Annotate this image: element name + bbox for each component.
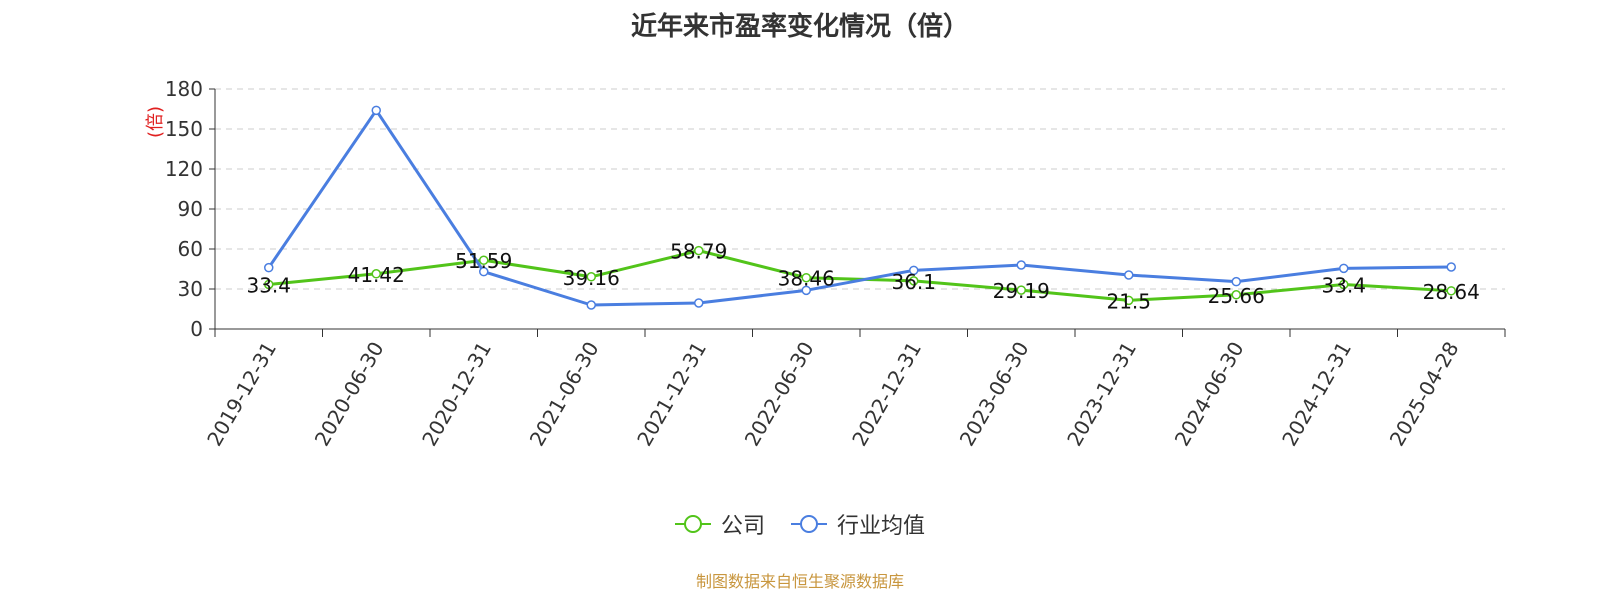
data-label: 51.59 bbox=[455, 249, 512, 273]
data-label: 21.5 bbox=[1106, 289, 1151, 313]
x-tick-label: 2025-04-28 bbox=[1385, 338, 1464, 451]
y-tick-label: 90 bbox=[178, 197, 203, 221]
data-point-1[interactable] bbox=[1231, 276, 1241, 287]
grid-lines bbox=[215, 88, 1505, 290]
legend-symbol-industry bbox=[791, 515, 827, 533]
y-tick-label: 150 bbox=[165, 117, 203, 141]
x-tick-label: 2022-06-30 bbox=[740, 338, 819, 451]
series-line-0 bbox=[268, 249, 1452, 302]
data-label: 28.64 bbox=[1423, 280, 1480, 304]
data-point-0[interactable] bbox=[1016, 285, 1026, 295]
data-point-0[interactable] bbox=[1339, 279, 1349, 290]
data-point-1[interactable] bbox=[264, 262, 274, 273]
data-label: 39.16 bbox=[563, 266, 620, 290]
y-axis-label: (倍) bbox=[145, 106, 166, 138]
data-point-0[interactable] bbox=[801, 272, 811, 283]
data-labels: 33.4 41.42 51.59 39.16 58.79 38.46 36.1 29.19 21… bbox=[246, 240, 1479, 314]
x-tick-label: 2024-12-31 bbox=[1277, 338, 1356, 451]
data-point-0[interactable] bbox=[371, 269, 381, 279]
series-lines bbox=[264, 105, 1456, 310]
data-point-1[interactable] bbox=[1339, 263, 1349, 274]
x-tick-label: 2022-12-31 bbox=[847, 338, 926, 451]
data-point-0[interactable] bbox=[694, 245, 704, 256]
series-line-1 bbox=[267, 108, 1452, 307]
data-label: 41.42 bbox=[348, 263, 405, 287]
chart-title: 近年来市盈率变化情况（倍） bbox=[630, 12, 969, 42]
legend-item-company[interactable]: 公司 bbox=[674, 508, 765, 540]
data-label: 33.4 bbox=[1321, 273, 1366, 297]
x-tick-label: 2021-06-30 bbox=[525, 338, 604, 451]
x-tick-label: 2020-06-30 bbox=[310, 338, 389, 451]
y-tick-label: 0 bbox=[190, 317, 203, 341]
data-point-1[interactable] bbox=[1446, 262, 1456, 272]
data-point-0[interactable] bbox=[1446, 286, 1456, 296]
data-point-0[interactable] bbox=[586, 272, 596, 282]
y-tick-label: 120 bbox=[165, 157, 203, 181]
data-label: 36.1 bbox=[891, 270, 936, 294]
data-label: 33.4 bbox=[246, 273, 291, 297]
legend-item-industry[interactable]: 行业均值 bbox=[791, 508, 925, 540]
data-point-0[interactable] bbox=[264, 279, 274, 290]
x-tick-label: 2024-06-30 bbox=[1170, 338, 1249, 451]
data-point-1[interactable] bbox=[801, 285, 811, 296]
legend-label-company: 公司 bbox=[720, 514, 765, 539]
legend-label-industry: 行业均值 bbox=[837, 514, 926, 539]
data-label: 58.79 bbox=[670, 240, 727, 264]
data-point-0[interactable] bbox=[479, 255, 489, 265]
legend: 公司 行业均值 bbox=[0, 508, 1600, 540]
y-tick-label: 180 bbox=[165, 77, 203, 101]
data-point-0[interactable] bbox=[1124, 295, 1134, 306]
y-tick-label: 60 bbox=[178, 237, 203, 261]
data-point-0[interactable] bbox=[909, 276, 919, 286]
legend-symbol-company bbox=[674, 515, 711, 533]
data-point-1[interactable] bbox=[909, 265, 919, 276]
x-tick-label: 2023-06-30 bbox=[955, 338, 1034, 451]
x-tick-label: 2020-12-31 bbox=[417, 338, 496, 451]
x-tick-label: 2019-12-31 bbox=[202, 338, 281, 451]
data-point-1[interactable] bbox=[586, 300, 596, 310]
data-label: 29.19 bbox=[993, 279, 1050, 303]
x-tick-label: 2023-12-31 bbox=[1062, 338, 1141, 451]
data-point-1[interactable] bbox=[479, 266, 489, 277]
y-tick-label: 30 bbox=[178, 277, 203, 301]
data-point-1[interactable] bbox=[371, 105, 381, 116]
data-point-0[interactable] bbox=[1231, 290, 1241, 300]
x-tick-label: 2021-12-31 bbox=[632, 338, 711, 451]
data-source-note: 制图数据来自恒生聚源数据库 bbox=[695, 572, 904, 591]
data-point-1[interactable] bbox=[694, 298, 704, 308]
data-label: 38.46 bbox=[778, 267, 835, 291]
data-point-1[interactable] bbox=[1124, 270, 1134, 280]
data-label: 25.66 bbox=[1208, 284, 1265, 308]
data-point-1[interactable] bbox=[1016, 260, 1026, 270]
